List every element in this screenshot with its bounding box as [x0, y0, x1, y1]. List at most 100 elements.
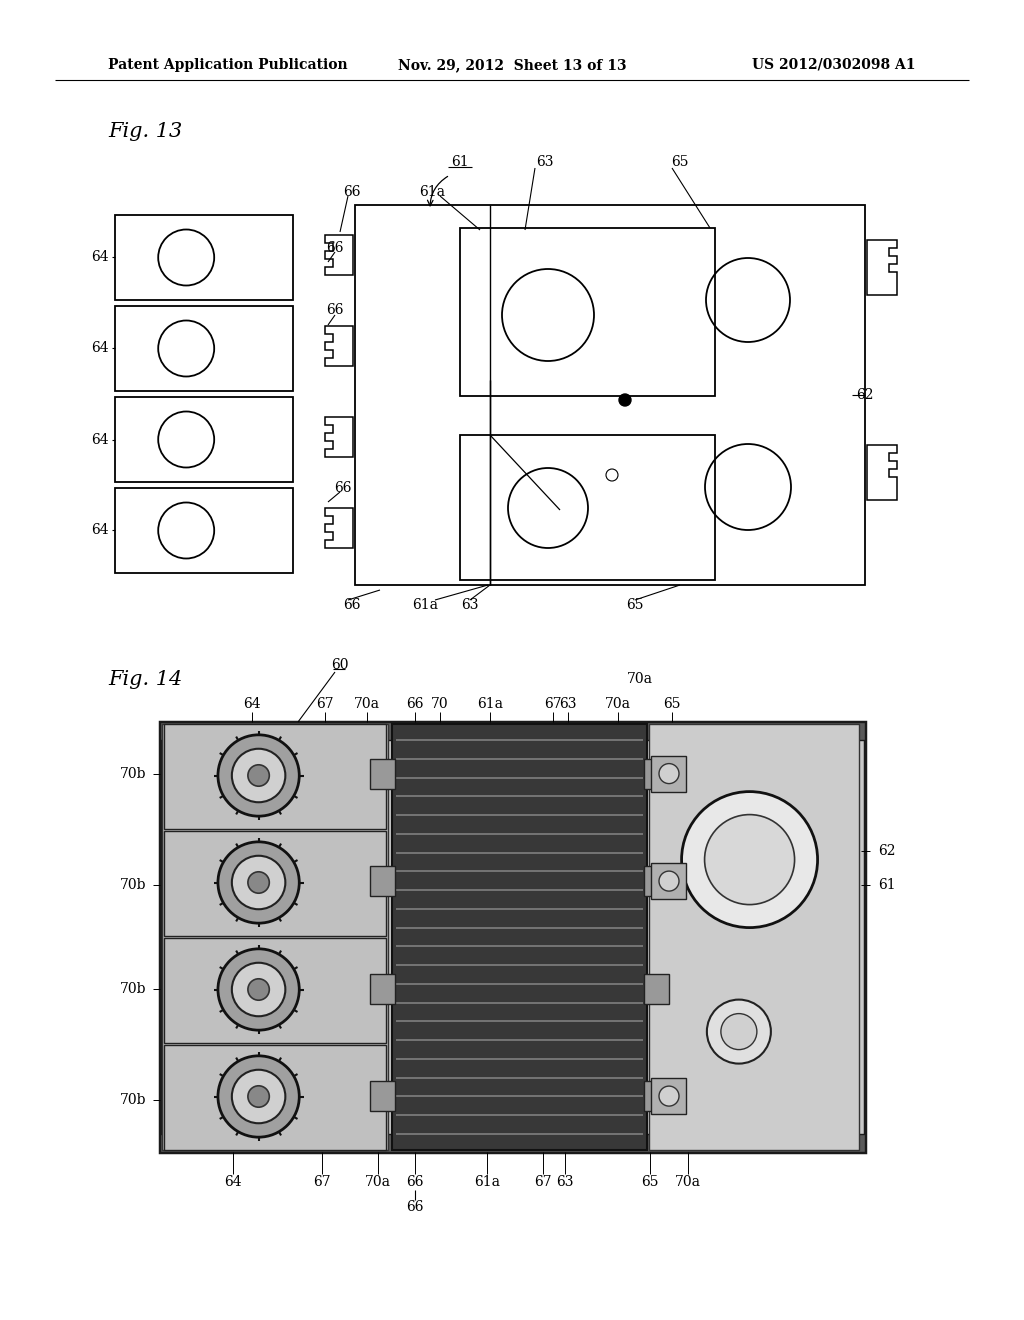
Circle shape	[218, 842, 299, 923]
Text: 61: 61	[878, 878, 896, 892]
Text: 66: 66	[343, 185, 360, 199]
Circle shape	[248, 1086, 269, 1107]
Text: 63: 63	[537, 154, 554, 169]
Bar	[164, 832, 386, 936]
Text: 70: 70	[431, 697, 449, 711]
Text: 66: 66	[407, 1175, 424, 1189]
Circle shape	[707, 999, 771, 1064]
Text: 67: 67	[313, 1175, 331, 1189]
Bar	[644, 1081, 669, 1111]
Polygon shape	[325, 417, 353, 457]
Bar	[370, 866, 395, 896]
Text: 67: 67	[316, 697, 334, 711]
Text: 62: 62	[878, 843, 896, 858]
Bar	[370, 1081, 395, 1111]
Circle shape	[659, 763, 679, 784]
Text: 67: 67	[535, 1175, 552, 1189]
Circle shape	[682, 792, 817, 928]
Circle shape	[618, 393, 631, 407]
Bar	[162, 723, 388, 1150]
Text: 61: 61	[452, 154, 469, 169]
Bar	[460, 436, 715, 579]
Text: Nov. 29, 2012  Sheet 13 of 13: Nov. 29, 2012 Sheet 13 of 13	[397, 58, 627, 73]
Bar	[651, 755, 686, 792]
Bar	[370, 974, 395, 1003]
Bar	[370, 759, 395, 788]
Text: 63: 63	[559, 697, 577, 711]
Polygon shape	[325, 235, 353, 275]
Bar	[160, 722, 865, 741]
Text: 65: 65	[664, 697, 681, 711]
Text: 64: 64	[224, 1175, 242, 1189]
Text: Fig. 13: Fig. 13	[108, 121, 182, 141]
Text: 64: 64	[91, 523, 109, 537]
Text: 66: 66	[327, 242, 344, 255]
Text: 70a: 70a	[605, 697, 631, 711]
Text: 62: 62	[856, 388, 873, 403]
Circle shape	[231, 855, 286, 909]
Text: 70b: 70b	[120, 1093, 146, 1107]
Bar	[392, 723, 647, 1150]
Polygon shape	[867, 240, 897, 294]
Text: 66: 66	[407, 1200, 424, 1214]
Bar	[644, 866, 669, 896]
Text: 60: 60	[331, 657, 349, 672]
Circle shape	[248, 979, 269, 1001]
Bar	[164, 723, 386, 829]
Text: 61a: 61a	[477, 697, 503, 711]
Text: 70a: 70a	[627, 672, 653, 686]
Text: 66: 66	[334, 480, 352, 495]
Circle shape	[659, 1086, 679, 1106]
Circle shape	[231, 1069, 286, 1123]
Text: 70a: 70a	[365, 1175, 391, 1189]
Bar	[651, 1078, 686, 1114]
Text: 65: 65	[672, 154, 689, 169]
Text: 70a: 70a	[354, 697, 380, 711]
Text: 64: 64	[91, 341, 109, 355]
Circle shape	[248, 764, 269, 787]
Text: 63: 63	[461, 598, 479, 612]
Bar	[115, 397, 293, 482]
Circle shape	[705, 814, 795, 904]
Text: Fig. 14: Fig. 14	[108, 671, 182, 689]
Bar	[649, 723, 859, 1150]
Circle shape	[218, 735, 299, 816]
Circle shape	[721, 1014, 757, 1049]
Polygon shape	[325, 326, 353, 366]
Bar	[651, 863, 686, 899]
Text: Patent Application Publication: Patent Application Publication	[108, 58, 347, 73]
Bar	[460, 228, 715, 396]
Text: 63: 63	[556, 1175, 573, 1189]
Circle shape	[248, 871, 269, 894]
Circle shape	[218, 1056, 299, 1137]
Bar	[115, 215, 293, 300]
Text: 61a: 61a	[419, 185, 445, 199]
Bar	[160, 722, 865, 1152]
Polygon shape	[867, 445, 897, 500]
Text: 65: 65	[641, 1175, 658, 1189]
Text: 70b: 70b	[120, 982, 146, 995]
Text: 66: 66	[407, 697, 424, 711]
Text: US 2012/0302098 A1: US 2012/0302098 A1	[753, 58, 916, 73]
Bar	[115, 306, 293, 391]
Circle shape	[659, 871, 679, 891]
Text: 70a: 70a	[675, 1175, 701, 1189]
Bar	[644, 759, 669, 788]
Text: 66: 66	[327, 304, 344, 317]
Circle shape	[231, 748, 286, 803]
Text: 64: 64	[91, 433, 109, 447]
Bar	[355, 205, 865, 585]
Text: 61a: 61a	[412, 598, 438, 612]
Bar	[644, 974, 669, 1003]
Polygon shape	[325, 508, 353, 548]
Text: 64: 64	[243, 697, 261, 711]
Text: 61a: 61a	[474, 1175, 500, 1189]
Text: 70b: 70b	[120, 767, 146, 780]
Text: 65: 65	[627, 598, 644, 612]
Bar	[115, 488, 293, 573]
Text: 70b: 70b	[120, 878, 146, 892]
Bar	[160, 1134, 865, 1152]
Circle shape	[218, 949, 299, 1030]
Text: 66: 66	[343, 598, 360, 612]
Text: 67: 67	[544, 697, 562, 711]
